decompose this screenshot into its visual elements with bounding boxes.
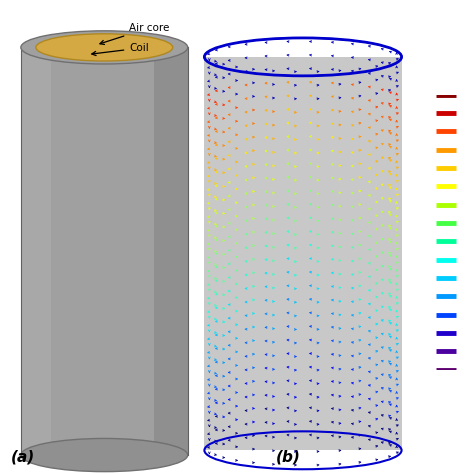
- Text: (b): (b): [276, 449, 301, 465]
- Text: Coil: Coil: [92, 43, 149, 55]
- Ellipse shape: [36, 34, 173, 61]
- Ellipse shape: [21, 31, 188, 64]
- Polygon shape: [204, 57, 401, 450]
- Polygon shape: [21, 47, 51, 455]
- Text: Air core: Air core: [100, 23, 170, 45]
- Polygon shape: [155, 47, 188, 455]
- Text: (a): (a): [10, 449, 35, 465]
- Ellipse shape: [21, 438, 188, 472]
- Polygon shape: [21, 47, 188, 455]
